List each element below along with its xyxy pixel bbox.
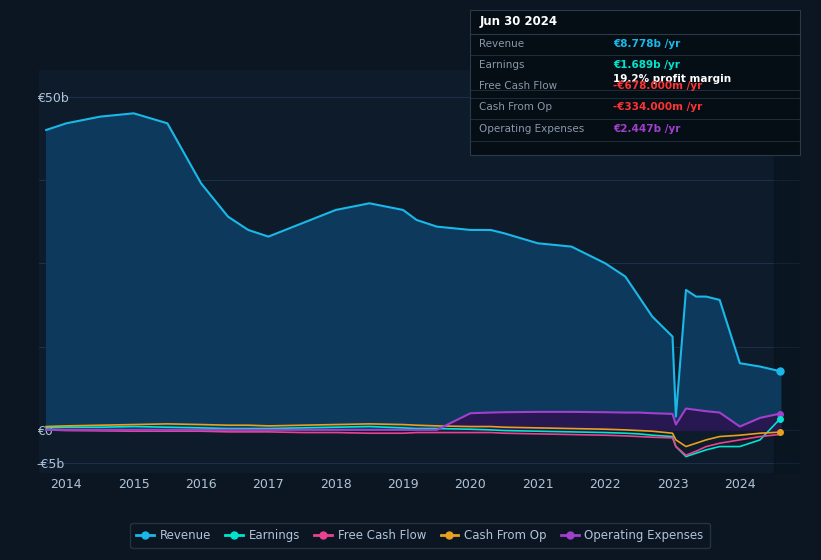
Text: Jun 30 2024: Jun 30 2024 <box>479 15 557 27</box>
Text: Earnings: Earnings <box>479 60 525 70</box>
Text: -€678.000m /yr: -€678.000m /yr <box>613 81 703 91</box>
Text: -€334.000m /yr: -€334.000m /yr <box>613 102 703 113</box>
Legend: Revenue, Earnings, Free Cash Flow, Cash From Op, Operating Expenses: Revenue, Earnings, Free Cash Flow, Cash … <box>131 523 709 548</box>
Text: Revenue: Revenue <box>479 39 525 49</box>
Bar <box>773 70 800 473</box>
Text: 19.2% profit margin: 19.2% profit margin <box>613 74 732 85</box>
Text: €2.447b /yr: €2.447b /yr <box>613 124 681 134</box>
Text: Operating Expenses: Operating Expenses <box>479 124 585 134</box>
Text: Cash From Op: Cash From Op <box>479 102 553 113</box>
Text: €8.778b /yr: €8.778b /yr <box>613 39 681 49</box>
Text: Free Cash Flow: Free Cash Flow <box>479 81 557 91</box>
Text: €1.689b /yr: €1.689b /yr <box>613 60 680 70</box>
